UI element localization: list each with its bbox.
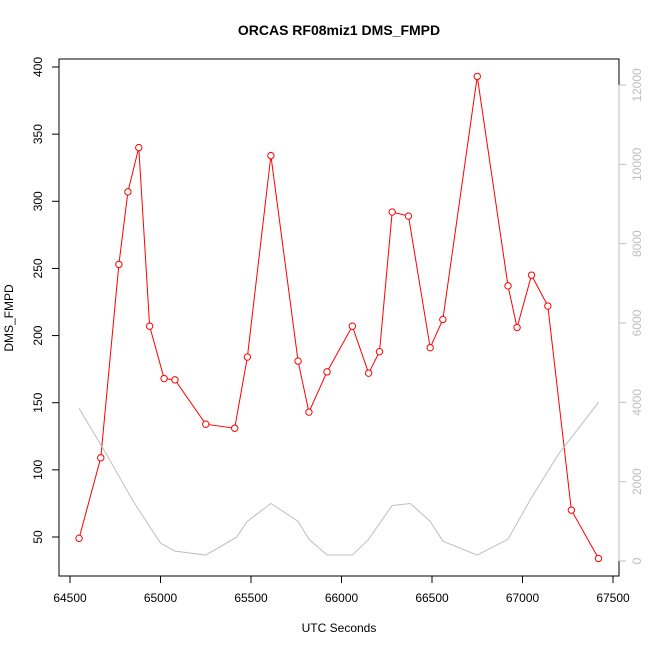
dms-data-point [375, 347, 384, 356]
x-tick-label: 67000 [506, 591, 540, 605]
x-tick-label: 65500 [234, 591, 268, 605]
dms-data-point [75, 534, 83, 543]
y2-tick-label: 6000 [630, 309, 644, 336]
x-tick-label: 65000 [144, 591, 178, 605]
x-tick-label: 64500 [53, 591, 87, 605]
dms-data-point [243, 353, 252, 361]
dms-data-point [544, 302, 552, 310]
x-tick-label: 66500 [415, 591, 449, 605]
dms-data-point [97, 454, 105, 462]
dms-data-point [171, 376, 179, 384]
dms-data-point [513, 323, 521, 332]
dms-data-point [294, 357, 302, 365]
dms-data-point [439, 315, 447, 324]
dms-data-point [115, 260, 123, 269]
y-tick-label: 300 [31, 191, 45, 211]
y-axis-left: 50 100 150 200 250 300 350 400 [31, 57, 60, 544]
dms-data-point [267, 151, 275, 160]
dms-series-line [78, 76, 599, 559]
dms-data-point [124, 188, 132, 196]
dms-data-point [305, 408, 313, 416]
y2-tick-label: 12000 [630, 68, 644, 102]
dms-data-point [323, 368, 331, 376]
dms-data-point [145, 322, 154, 330]
x-axis: 64500 65000 65500 66000 66500 67000 67500 [53, 575, 630, 605]
dms-data-point [160, 374, 168, 383]
dms-data-point [567, 506, 576, 514]
dms-data-point [231, 424, 239, 432]
dms-data-point [594, 554, 603, 563]
dms-data-point [473, 72, 481, 81]
y-tick-label: 400 [31, 57, 45, 77]
y-tick-label: 150 [31, 392, 45, 412]
dms-data-point [348, 322, 357, 330]
y2-tick-label: 10000 [630, 147, 644, 181]
y-tick-label: 250 [31, 258, 45, 278]
y-tick-label: 200 [31, 325, 45, 345]
x-tick-label: 66000 [325, 591, 359, 605]
dms-data-point [426, 343, 434, 352]
y-tick-label: 50 [31, 530, 45, 544]
plot-frame [58, 58, 620, 577]
x-axis-label: UTC Seconds [302, 621, 377, 635]
dms-data-point [364, 369, 373, 377]
y-axis-right: 0 2000 4000 6000 8000 10000 12000 [618, 68, 644, 564]
chart-title: ORCAS RF08miz1 DMS_FMPD [238, 22, 440, 38]
dms-data-point [135, 143, 143, 152]
y2-tick-label: 4000 [630, 389, 644, 416]
secondary-series-line [78, 402, 599, 556]
dms-data-point [404, 212, 413, 220]
y2-tick-label: 0 [630, 557, 644, 564]
y-tick-label: 100 [31, 460, 45, 480]
y-axis-label: DMS_FMPD [2, 284, 16, 352]
y-tick-label: 350 [31, 124, 45, 144]
dms-data-point [504, 282, 512, 290]
dms-data-point [202, 420, 210, 428]
dms-data-point [527, 271, 536, 279]
dms-data-point [388, 208, 396, 216]
y2-tick-label: 8000 [630, 230, 644, 257]
y2-tick-label: 2000 [630, 468, 644, 495]
x-tick-label: 67500 [596, 591, 630, 605]
series-layer [75, 72, 603, 563]
